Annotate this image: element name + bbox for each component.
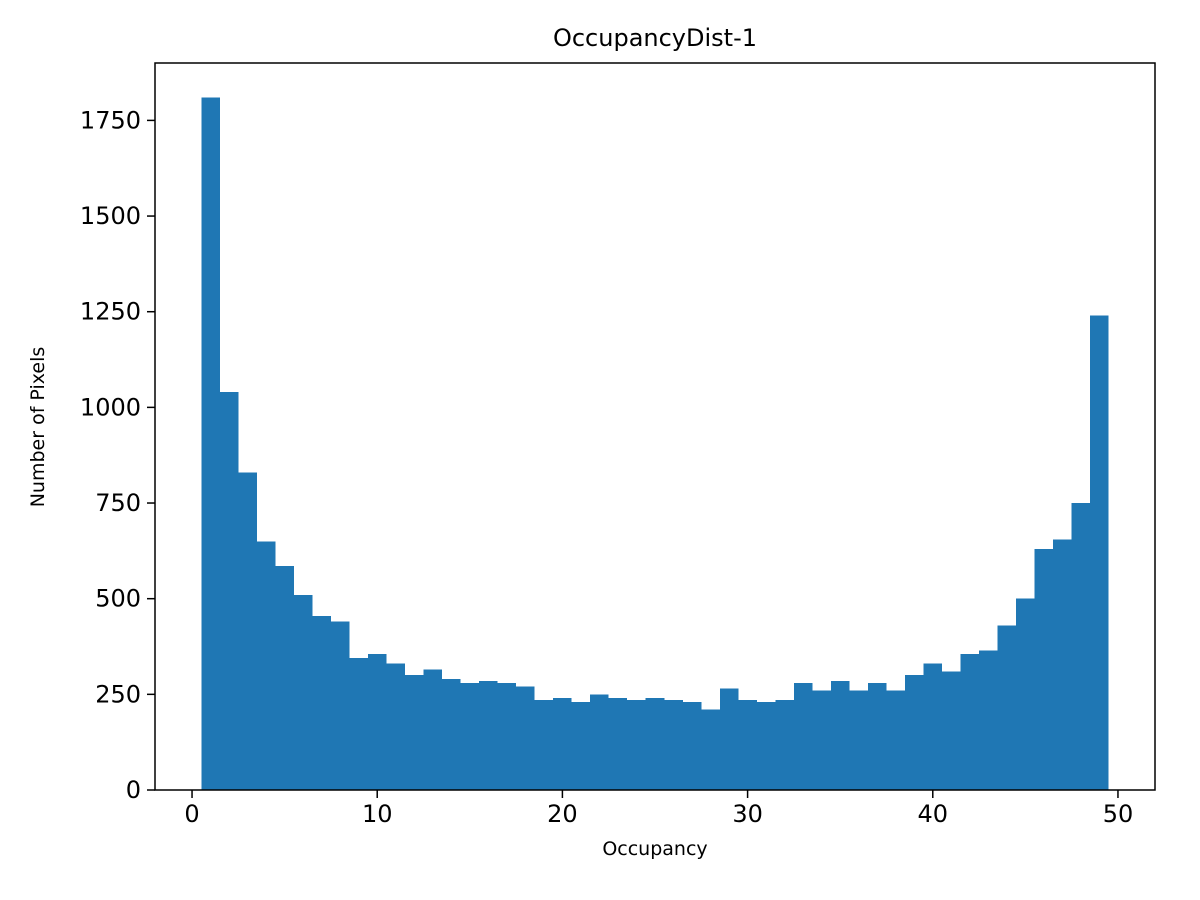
histogram-bar [793,682,813,790]
histogram-bar [608,698,628,790]
histogram-bar [1071,503,1091,790]
y-tick-label: 1500 [80,202,141,230]
histogram-bar [293,594,313,790]
histogram-bar [386,663,405,790]
histogram-bar [905,675,924,790]
x-axis-label: Occupancy [602,838,708,860]
histogram-bar [442,679,461,790]
histogram-bar [238,472,257,790]
histogram-bar [275,566,294,790]
y-tick-label: 0 [126,776,141,804]
histogram-bar [701,709,720,790]
histogram-bar [423,669,443,790]
x-tick-label: 0 [184,800,199,828]
chart-title: OccupancyDist-1 [552,24,758,52]
histogram-bar [571,701,591,790]
y-axis-label: Number of Pixels [27,346,49,508]
x-tick-label: 20 [547,800,578,828]
histogram-bar [479,680,498,790]
histogram-bar [256,541,276,790]
histogram-bar [867,682,887,790]
histogram-bar [497,682,517,790]
x-tick-label: 30 [732,800,763,828]
histogram-bar [219,392,239,790]
histogram-bar [719,688,739,790]
y-tick-label: 1250 [80,298,141,326]
histogram-bar [590,694,609,790]
histogram-bar [330,621,350,790]
histogram-bar [460,682,480,790]
histogram-bar [1034,548,1054,790]
y-tick-label: 1000 [80,393,141,421]
histogram-bar [682,701,702,790]
histogram-bar [645,698,665,790]
histogram-bar [516,686,535,790]
histogram-bar [627,700,646,790]
x-tick-label: 10 [362,800,393,828]
histogram-bar [886,690,905,790]
histogram-bar [849,690,868,790]
histogram-bar [923,663,943,790]
histogram-bar [349,657,368,790]
histogram-bar [738,700,757,790]
histogram-bar [534,700,554,790]
histogram-bar [942,671,961,790]
histogram-bar [979,650,998,790]
histogram-bar [201,97,220,790]
histogram-bar [553,698,572,790]
histogram-bar [1053,539,1072,790]
x-tick-label: 50 [1103,800,1134,828]
histogram-bar [830,680,850,790]
histogram-bar [312,615,331,790]
y-tick-label: 1750 [80,106,141,134]
histogram-bar [756,701,776,790]
axes-frame [154,62,1156,791]
histogram-bar [997,625,1017,790]
histogram-bar [1016,598,1035,790]
histogram-bar [812,690,831,790]
histogram-bar [775,700,794,790]
histogram-bar [367,654,387,790]
histogram-bar [1090,315,1109,790]
y-tick-label: 250 [95,680,141,708]
histogram-bar [405,675,424,790]
y-tick-label: 750 [95,489,141,517]
y-tick-label: 500 [95,585,141,613]
histogram-bar [664,700,683,790]
histogram-bar [960,654,980,790]
x-tick-label: 40 [918,800,949,828]
